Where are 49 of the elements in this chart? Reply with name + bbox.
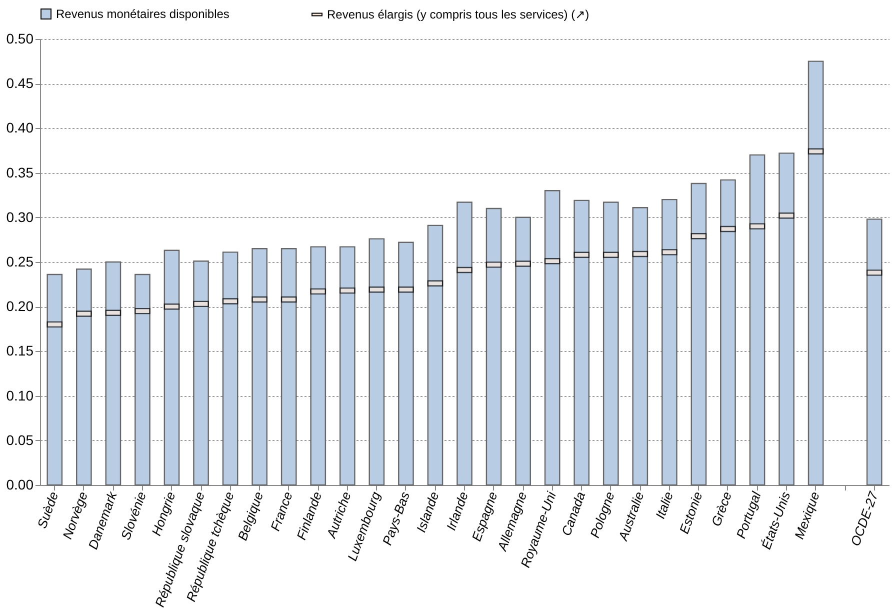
legend-label: Revenus monétaires disponibles <box>56 7 230 21</box>
bar <box>280 248 297 486</box>
bar <box>105 261 122 486</box>
bar <box>662 198 678 486</box>
bar <box>690 182 707 486</box>
bar <box>252 248 268 486</box>
x-tick-label: Autriche <box>323 490 354 541</box>
bar <box>193 260 209 486</box>
bar <box>368 238 385 486</box>
x-tick-label: Italie <box>652 490 676 521</box>
bar <box>134 274 150 486</box>
y-tick-label: 0.20 <box>6 298 34 314</box>
x-tick-label: Islande <box>413 490 442 534</box>
x-tick-label: Irlande <box>443 490 472 532</box>
bar <box>398 242 414 486</box>
y-tick-label: 0.50 <box>6 30 34 46</box>
bar <box>544 190 560 486</box>
bar <box>749 154 766 486</box>
x-tick-label: Grèce <box>708 490 735 528</box>
y-tick-label: 0.00 <box>6 476 34 492</box>
x-tick-label: Estonie <box>676 490 706 536</box>
x-tick-label: France <box>267 490 296 533</box>
bar <box>76 268 92 486</box>
bar <box>720 179 736 486</box>
bar <box>632 206 648 486</box>
bar <box>427 224 444 486</box>
y-tick-label: 0.30 <box>6 208 34 225</box>
bar <box>222 252 238 486</box>
y-tick-label: 0.35 <box>6 164 34 180</box>
bar <box>486 208 502 486</box>
bar <box>515 216 531 486</box>
y-tick-label: 0.45 <box>6 75 34 92</box>
bar <box>339 246 356 486</box>
bar <box>808 60 824 486</box>
bar <box>164 250 180 486</box>
bar <box>602 202 619 486</box>
bar <box>456 202 472 486</box>
bar <box>778 152 794 486</box>
y-tick-label: 0.05 <box>6 432 34 448</box>
y-tick-label: 0.15 <box>6 342 34 359</box>
bar <box>310 246 326 486</box>
y-tick-label: 0.25 <box>6 254 34 270</box>
y-tick-label: 0.40 <box>6 120 34 136</box>
x-tick-label: Suède <box>34 490 62 530</box>
y-tick-label: 0.10 <box>6 387 34 404</box>
bar <box>46 274 63 486</box>
bar <box>866 218 882 486</box>
legend-label: Revenus élargis (y compris tous les services) (↗) <box>327 8 590 22</box>
bar <box>574 200 590 486</box>
